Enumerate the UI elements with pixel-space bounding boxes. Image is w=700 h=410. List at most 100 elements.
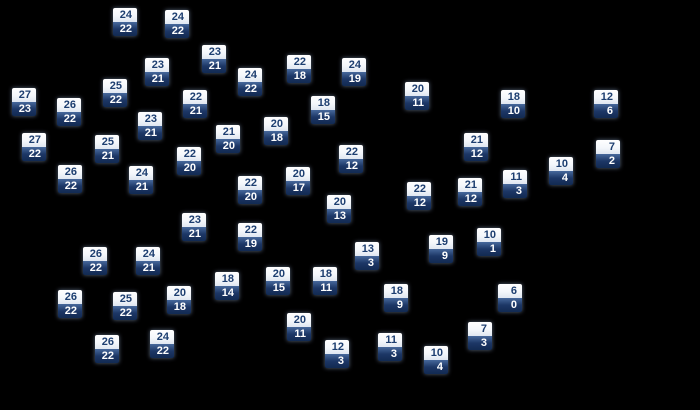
temperature-marker[interactable]: 20 18 — [167, 286, 191, 314]
temperature-marker[interactable]: 21 12 — [458, 178, 482, 206]
temperature-marker[interactable]: 10 1 — [477, 228, 501, 256]
high-temp-label: 11 — [378, 333, 402, 347]
low-temp-label: 9 — [384, 298, 408, 312]
high-temp-label: 24 — [342, 58, 366, 72]
temperature-marker[interactable]: 23 21 — [145, 58, 169, 86]
temperature-marker[interactable]: 11 3 — [503, 170, 527, 198]
low-temp-label: 20 — [238, 190, 262, 204]
temperature-marker[interactable]: 18 15 — [311, 96, 335, 124]
low-temp-label: 6 — [594, 104, 618, 118]
low-temp-label: 9 — [429, 249, 453, 263]
low-temp-label: 21 — [138, 126, 162, 140]
low-temp-label: 18 — [287, 69, 311, 83]
temperature-marker[interactable]: 22 20 — [177, 147, 201, 175]
low-temp-label: 10 — [501, 104, 525, 118]
high-temp-label: 26 — [95, 335, 119, 349]
temperature-marker[interactable]: 27 23 — [12, 88, 36, 116]
temperature-marker[interactable]: 22 12 — [339, 145, 363, 173]
temperature-marker[interactable]: 24 21 — [129, 166, 153, 194]
temperature-marker[interactable]: 25 22 — [103, 79, 127, 107]
low-temp-label: 4 — [549, 171, 573, 185]
low-temp-label: 21 — [136, 261, 160, 275]
high-temp-label: 24 — [165, 10, 189, 24]
low-temp-label: 22 — [113, 22, 137, 36]
high-temp-label: 20 — [287, 313, 311, 327]
temperature-marker[interactable]: 26 22 — [58, 290, 82, 318]
temperature-marker[interactable]: 25 22 — [113, 292, 137, 320]
low-temp-label: 15 — [311, 110, 335, 124]
temperature-marker[interactable]: 22 19 — [238, 223, 262, 251]
high-temp-label: 20 — [266, 267, 290, 281]
temperature-marker[interactable]: 20 13 — [327, 195, 351, 223]
low-temp-label: 22 — [103, 93, 127, 107]
temperature-marker[interactable]: 23 21 — [138, 112, 162, 140]
temperature-marker[interactable]: 26 22 — [57, 98, 81, 126]
temperature-marker[interactable]: 20 15 — [266, 267, 290, 295]
temperature-marker[interactable]: 12 6 — [594, 90, 618, 118]
low-temp-label: 22 — [238, 82, 262, 96]
low-temp-label: 13 — [327, 209, 351, 223]
temperature-marker[interactable]: 20 11 — [287, 313, 311, 341]
high-temp-label: 22 — [339, 145, 363, 159]
temperature-marker[interactable]: 21 20 — [216, 125, 240, 153]
temperature-marker[interactable]: 24 22 — [113, 8, 137, 36]
temperature-marker[interactable]: 23 21 — [182, 213, 206, 241]
temperature-marker[interactable]: 12 3 — [325, 340, 349, 368]
temperature-marker[interactable]: 11 3 — [378, 333, 402, 361]
temperature-marker[interactable]: 24 22 — [238, 68, 262, 96]
temperature-marker[interactable]: 24 21 — [136, 247, 160, 275]
high-temp-label: 23 — [202, 45, 226, 59]
temperature-marker[interactable]: 22 18 — [287, 55, 311, 83]
high-temp-label: 22 — [407, 182, 431, 196]
temperature-marker[interactable]: 25 21 — [95, 135, 119, 163]
temperature-marker[interactable]: 24 19 — [342, 58, 366, 86]
low-temp-label: 11 — [287, 327, 311, 341]
temperature-marker[interactable]: 20 18 — [264, 117, 288, 145]
temperature-marker[interactable]: 23 21 — [202, 45, 226, 73]
temperature-marker[interactable]: 18 11 — [313, 267, 337, 295]
low-temp-label: 18 — [167, 300, 191, 314]
temperature-marker[interactable]: 18 10 — [501, 90, 525, 118]
temperature-marker[interactable]: 22 12 — [407, 182, 431, 210]
high-temp-label: 25 — [103, 79, 127, 93]
temperature-marker[interactable]: 26 22 — [83, 247, 107, 275]
low-temp-label: 21 — [95, 149, 119, 163]
low-temp-label: 0 — [498, 298, 522, 312]
temperature-marker[interactable]: 26 22 — [95, 335, 119, 363]
temperature-marker[interactable]: 10 4 — [549, 157, 573, 185]
low-temp-label: 22 — [57, 112, 81, 126]
high-temp-label: 23 — [182, 213, 206, 227]
low-temp-label: 21 — [145, 72, 169, 86]
temperature-marker[interactable]: 18 14 — [215, 272, 239, 300]
temperature-marker[interactable]: 13 3 — [355, 242, 379, 270]
temperature-marker[interactable]: 18 9 — [384, 284, 408, 312]
temperature-marker[interactable]: 20 17 — [286, 167, 310, 195]
low-temp-label: 12 — [339, 159, 363, 173]
low-temp-label: 15 — [266, 281, 290, 295]
high-temp-label: 27 — [22, 133, 46, 147]
temperature-marker[interactable]: 24 22 — [165, 10, 189, 38]
temperature-marker[interactable]: 26 22 — [58, 165, 82, 193]
high-temp-label: 20 — [405, 82, 429, 96]
high-temp-label: 18 — [311, 96, 335, 110]
high-temp-label: 21 — [458, 178, 482, 192]
high-temp-label: 11 — [503, 170, 527, 184]
temperature-marker[interactable]: 10 4 — [424, 346, 448, 374]
high-temp-label: 23 — [138, 112, 162, 126]
high-temp-label: 20 — [264, 117, 288, 131]
low-temp-label: 12 — [464, 147, 488, 161]
temperature-marker[interactable]: 21 12 — [464, 133, 488, 161]
temperature-marker[interactable]: 22 20 — [238, 176, 262, 204]
temperature-marker[interactable]: 27 22 — [22, 133, 46, 161]
temperature-marker[interactable]: 24 22 — [150, 330, 174, 358]
temperature-marker[interactable]: 20 11 — [405, 82, 429, 110]
low-temp-label: 3 — [378, 347, 402, 361]
low-temp-label: 21 — [182, 227, 206, 241]
low-temp-label: 22 — [58, 179, 82, 193]
temperature-marker[interactable]: 22 21 — [183, 90, 207, 118]
temperature-marker[interactable]: 19 9 — [429, 235, 453, 263]
